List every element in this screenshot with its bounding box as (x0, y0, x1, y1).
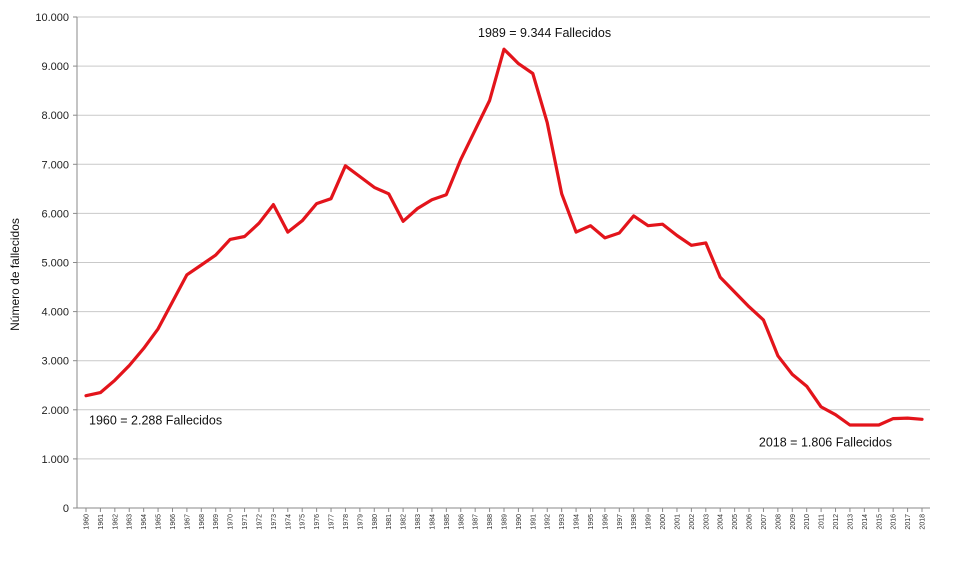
y-tick-label: 3.000 (41, 356, 69, 368)
y-tick-label: 1.000 (41, 454, 69, 466)
x-tick-label: 1968 (199, 514, 206, 530)
y-axis-label: Número de fallecidos (8, 218, 22, 331)
y-tick-label: 7.000 (41, 159, 69, 171)
x-tick-label: 1966 (170, 514, 177, 530)
x-tick-label: 1960 (84, 514, 91, 530)
data-annotation: 1989 = 9.344 Fallecidos (478, 26, 611, 40)
y-axis: 0 1.000 2.000 3.000 4.000 5.000 6.000 7.000 8.00… (35, 12, 78, 515)
x-tick-label: 1991 (530, 514, 537, 530)
y-tick-label: 8.000 (41, 110, 69, 122)
x-tick-label: 1984 (429, 514, 436, 530)
x-tick-label: 2009 (790, 514, 797, 530)
x-tick-label: 1999 (646, 514, 653, 530)
x-axis: 1960 1961 1962 1963 1964 1965 1966 1967 1968 1969… (84, 508, 927, 530)
gridlines (77, 16, 930, 509)
x-tick-label: 1977 (329, 514, 336, 530)
x-tick-label: 2008 (775, 514, 782, 530)
x-tick-label: 1976 (314, 514, 321, 530)
x-tick-label: 1995 (588, 514, 595, 530)
x-tick-label: 1983 (415, 514, 422, 530)
y-tick-label: 2.000 (41, 405, 69, 417)
annotations: 1989 = 9.344 Fallecidos 1960 = 2.288 Fall… (89, 26, 892, 449)
x-tick-label: 2017 (905, 514, 912, 530)
x-tick-label: 1994 (574, 514, 581, 530)
x-tick-label: 1992 (545, 514, 552, 530)
x-tick-label: 2005 (732, 514, 739, 530)
y-tick-label: 9.000 (41, 61, 69, 73)
x-tick-label: 1986 (458, 514, 465, 530)
series-line (84, 47, 924, 427)
x-tick-label: 1975 (300, 514, 307, 530)
x-tick-label: 2016 (891, 514, 898, 530)
y-tick-label: 5.000 (41, 258, 69, 270)
data-annotation: 2018 = 1.806 Fallecidos (759, 435, 892, 449)
x-tick-label: 1973 (271, 514, 278, 530)
data-annotation: 1960 = 2.288 Fallecidos (89, 414, 222, 428)
x-tick-label: 1987 (473, 514, 480, 530)
x-tick-label: 1961 (98, 514, 105, 530)
x-tick-label: 2014 (862, 514, 869, 530)
x-tick-label: 1980 (372, 514, 379, 530)
y-tick-label: 0 (63, 503, 69, 515)
x-tick-label: 1988 (487, 514, 494, 530)
x-tick-label: 1978 (343, 514, 350, 530)
y-tick-label: 10.000 (35, 12, 69, 24)
x-tick-label: 1990 (516, 514, 523, 530)
x-tick-label: 1981 (386, 514, 393, 530)
x-tick-label: 2001 (674, 514, 681, 530)
x-tick-label: 1971 (242, 514, 249, 530)
x-tick-label: 2006 (747, 514, 754, 530)
x-tick-label: 1979 (357, 514, 364, 530)
x-tick-label: 2004 (718, 514, 725, 530)
x-tick-label: 1998 (631, 514, 638, 530)
x-tick-label: 1997 (617, 514, 624, 530)
x-tick-label: 1982 (401, 514, 408, 530)
x-tick-label: 1985 (444, 514, 451, 530)
x-tick-label: 1964 (141, 514, 148, 530)
x-tick-label: 2018 (920, 514, 927, 530)
series-layer (84, 47, 924, 427)
x-tick-label: 2012 (833, 514, 840, 530)
x-tick-label: 1972 (256, 514, 263, 530)
x-tick-label: 2007 (761, 514, 768, 530)
x-tick-label: 2015 (876, 514, 883, 530)
x-tick-label: 2000 (660, 514, 667, 530)
x-tick-label: 2002 (689, 514, 696, 530)
x-tick-label: 2013 (847, 514, 854, 530)
x-tick-label: 2010 (804, 514, 811, 530)
x-tick-label: 1970 (228, 514, 235, 530)
x-tick-label: 1969 (213, 514, 220, 530)
y-tick-label: 4.000 (41, 307, 69, 319)
x-tick-label: 1989 (502, 514, 509, 530)
x-tick-label: 1963 (127, 514, 134, 530)
x-tick-label: 1974 (285, 514, 292, 530)
x-tick-label: 1993 (559, 514, 566, 530)
x-tick-label: 1967 (184, 514, 191, 530)
x-tick-label: 2011 (819, 514, 826, 529)
x-tick-label: 2003 (703, 514, 710, 530)
x-tick-label: 1996 (602, 514, 609, 530)
y-tick-label: 6.000 (41, 208, 69, 220)
x-tick-label: 1965 (156, 514, 163, 530)
x-tick-label: 1962 (112, 514, 119, 530)
